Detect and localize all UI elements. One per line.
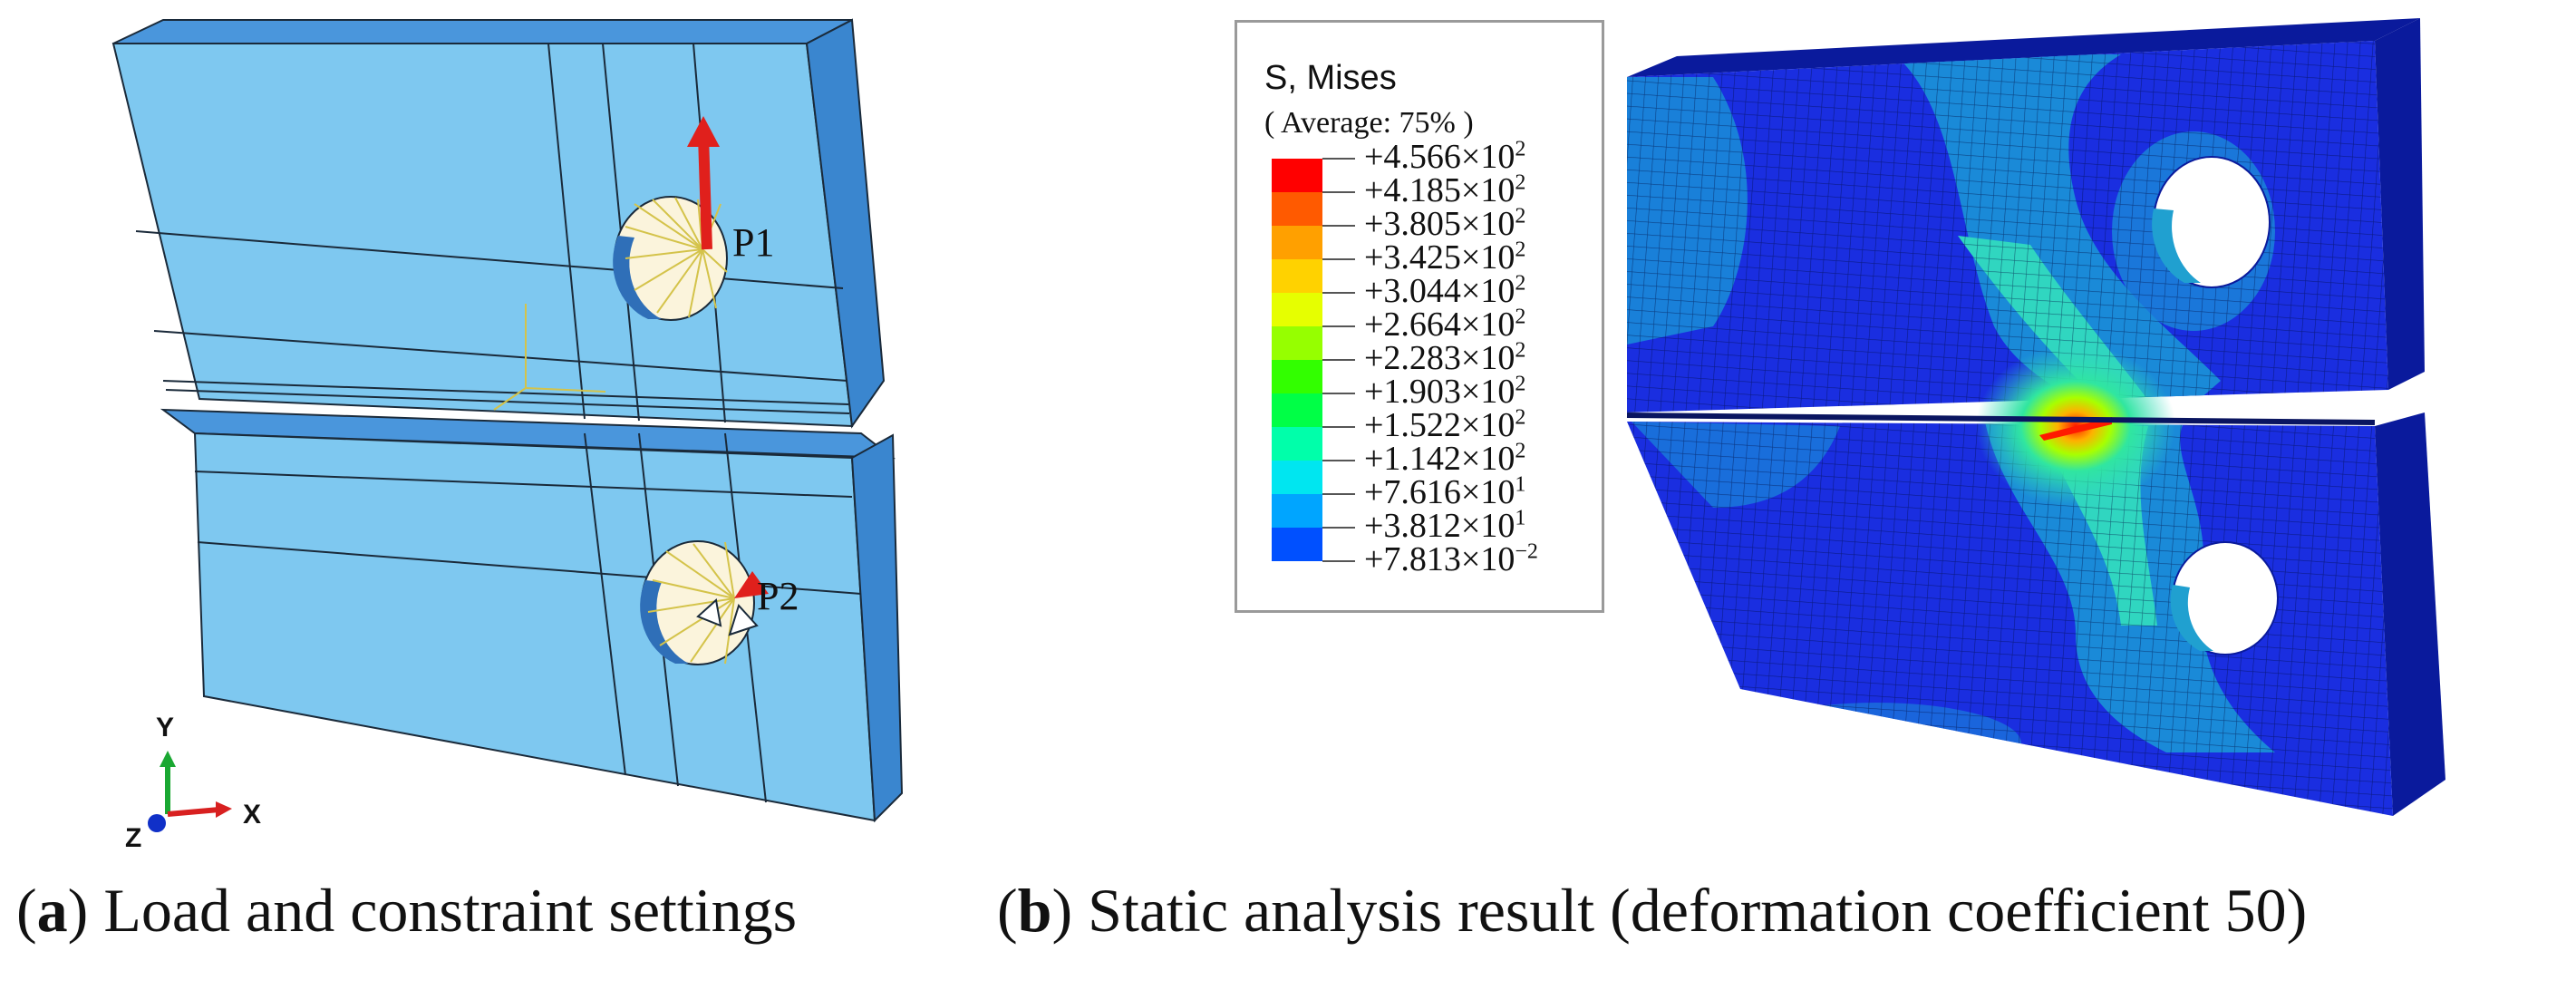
triad-x-label: X — [243, 800, 261, 830]
legend-entry: +1.903×102 — [1364, 372, 1526, 411]
caption-b-text: Static analysis result (deformation coef… — [1088, 876, 2308, 945]
legend-entry: +2.283×102 — [1364, 338, 1526, 377]
constraint-lines-p2 — [647, 541, 735, 665]
stress-contour-svg — [1626, 18, 2445, 816]
panel-b-stress-result — [1206, 0, 2576, 870]
legend-subtitle: ( Average: 75% ) — [1264, 106, 1474, 140]
stress-legend: S, Mises ( Average: 75% ) +4.566×102 +4.1… — [1235, 20, 1604, 613]
legend-swatch — [1272, 427, 1322, 461]
legend-swatch — [1272, 259, 1322, 293]
legend-swatch — [1272, 326, 1322, 360]
caption-a: (a) Load and constraint settings — [16, 876, 798, 945]
fe-model-svg: P1 P2 — [111, 18, 904, 853]
legend-entry: +7.616×101 — [1364, 472, 1526, 511]
legend-title: S, Mises — [1264, 59, 1397, 97]
load-arrow-p1 — [687, 116, 720, 250]
caption-a-text: Load and constraint settings — [103, 876, 798, 945]
caption-a-letter: a — [36, 876, 68, 945]
upper-block-side — [805, 18, 886, 429]
lower-block-side — [850, 433, 904, 823]
legend-swatch — [1272, 461, 1322, 494]
legend-entry: +4.185×102 — [1364, 170, 1526, 209]
legend-entry: +3.044×102 — [1364, 271, 1526, 310]
caption-b-letter: b — [1017, 876, 1052, 945]
notch-stress-concentration — [1626, 345, 2376, 508]
legend-entry: +3.425×102 — [1364, 238, 1526, 277]
label-p1: P1 — [732, 220, 774, 265]
legend-entry: +1.522×102 — [1364, 405, 1526, 444]
caption-b: (b) Static analysis result (deformation … — [997, 876, 2308, 945]
legend-swatch — [1272, 293, 1322, 326]
legend-entry: +3.805×102 — [1364, 204, 1526, 243]
panel-a-load-constraint-model: P1 P2 — [0, 0, 1206, 870]
legend-swatch — [1272, 226, 1322, 259]
legend-entry: +3.812×101 — [1364, 506, 1526, 545]
lower-block: P2 — [160, 408, 904, 823]
legend-swatch — [1272, 159, 1322, 192]
upper-block: P1 — [111, 18, 886, 429]
legend-swatch — [1272, 528, 1322, 561]
constraint-lines-p1 — [625, 197, 728, 318]
legend-entry: +7.813×10−2 — [1364, 539, 1538, 578]
coordinate-triad: Y X Z — [125, 713, 261, 853]
constraint-marker-p2 — [734, 571, 769, 598]
triad-z-label: Z — [125, 823, 141, 853]
lower-block-face — [193, 432, 876, 822]
legend-entry: +2.664×102 — [1364, 305, 1526, 344]
triad-y-label: Y — [156, 713, 174, 742]
legend-swatch — [1272, 494, 1322, 528]
legend-color-bar — [1272, 158, 1355, 562]
reference-point-axes — [493, 304, 606, 411]
legend-swatch — [1272, 393, 1322, 427]
legend-swatch — [1272, 192, 1322, 226]
legend-entry: +4.566×102 — [1364, 137, 1526, 176]
legend-swatch — [1272, 360, 1322, 393]
legend-entry: +1.142×102 — [1364, 439, 1526, 478]
upper-block-top — [112, 19, 853, 44]
label-p2: P2 — [757, 574, 799, 618]
